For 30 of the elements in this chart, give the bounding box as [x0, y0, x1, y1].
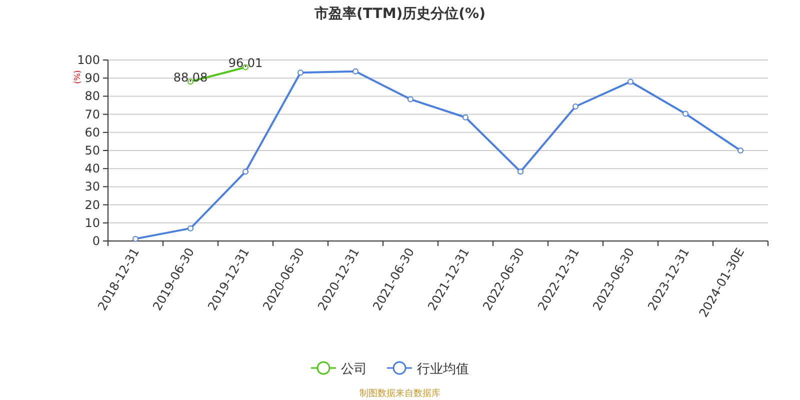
y-tick-label: 10 [84, 216, 100, 230]
y-tick-label: 80 [84, 89, 100, 104]
y-tick-label: 30 [84, 180, 100, 194]
point [408, 96, 414, 102]
point [572, 104, 578, 110]
point [242, 168, 248, 175]
point [352, 68, 358, 74]
data-label: 96.01 [228, 56, 263, 70]
chart-title: 市盈率(TTM)历史分位(%) [314, 5, 486, 22]
data-label: 88.08 [173, 70, 208, 85]
point [518, 168, 524, 175]
point [298, 70, 304, 76]
y-tick-label: 60 [84, 125, 100, 140]
point [188, 225, 194, 232]
y-tick-label: 90 [84, 71, 100, 86]
legend-label: 行业均值 [417, 362, 469, 377]
point [628, 78, 634, 85]
y-tick-label: 0 [92, 234, 100, 248]
y-tick-label: 50 [84, 144, 100, 158]
y-tick-label: 70 [84, 107, 100, 122]
point [738, 148, 744, 154]
point [132, 236, 138, 242]
point [682, 110, 688, 117]
y-tick-label: 100 [77, 53, 100, 67]
y-tick-label: 20 [84, 198, 100, 212]
y-tick-label: 40 [84, 162, 100, 176]
y-axis-title: (%) [73, 70, 82, 84]
legend-label: 公司 [341, 362, 367, 377]
point [462, 114, 468, 120]
text: 制图数据来自数据库 [360, 388, 440, 399]
